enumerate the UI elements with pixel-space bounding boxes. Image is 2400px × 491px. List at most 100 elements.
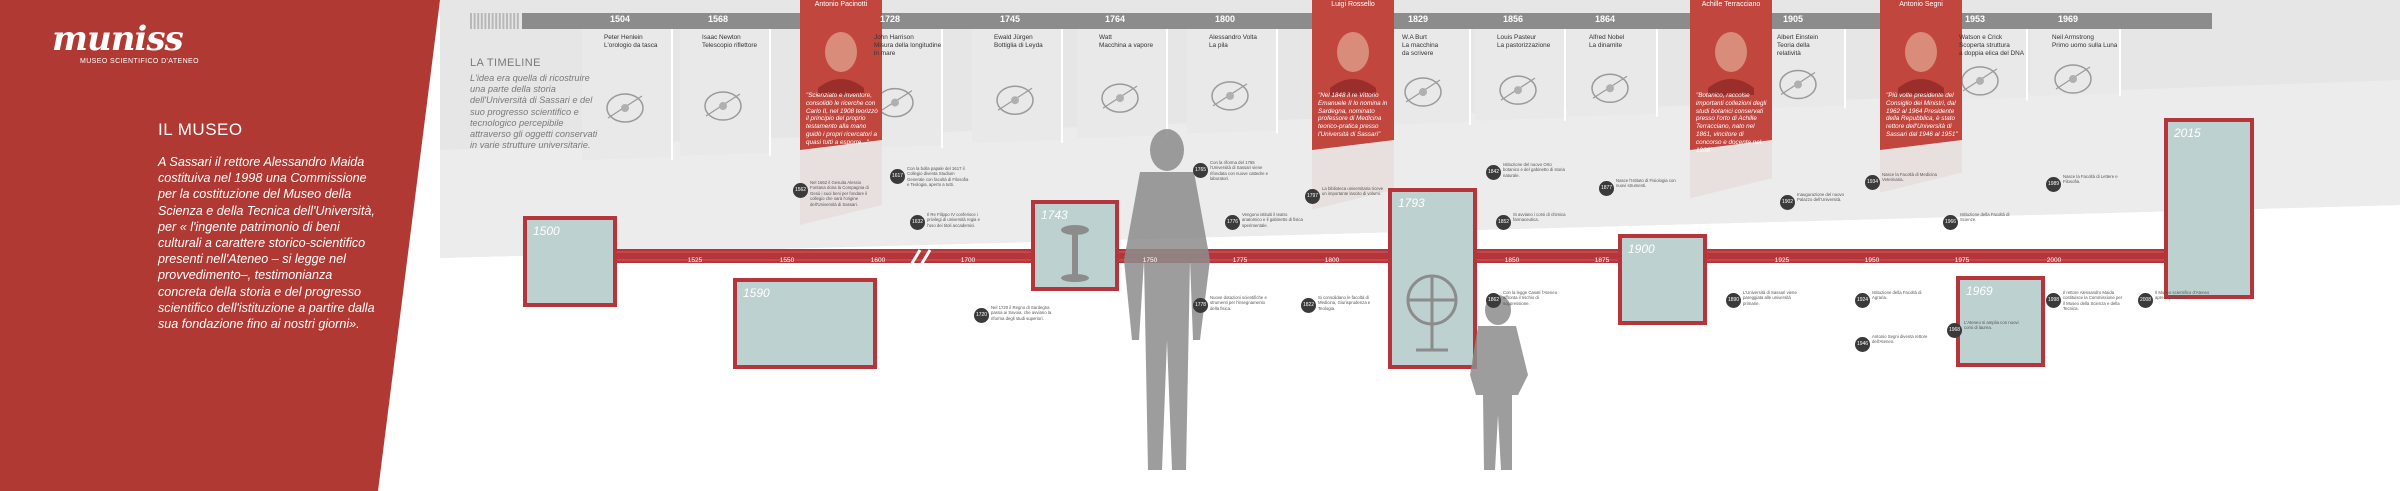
telescope-icon: [704, 91, 742, 121]
invention-year: 1864: [1594, 14, 1616, 24]
brand-subtitle: MUSEO SCIENTIFICO D'ATENEO: [80, 58, 199, 65]
milestone-year-dot[interactable]: 1765: [1193, 163, 1208, 178]
exhibit-year[interactable]: 1500: [533, 224, 560, 238]
exhibit-box[interactable]: [1618, 234, 1707, 325]
milestone-year-dot[interactable]: 1902: [1780, 195, 1795, 210]
milestone-text: Il rettore Alessandro Maida costituisce …: [2063, 290, 2123, 312]
dna-icon: [1961, 66, 1999, 96]
exhibit-year[interactable]: 1793: [1398, 196, 1425, 210]
milestone-text: Antonio Segni diventa rettore dell'Atene…: [1872, 334, 1928, 345]
milestone-year-dot[interactable]: 1989: [2046, 177, 2061, 192]
steam-engine-icon: [1101, 83, 1139, 113]
timeline-tick: 1775: [1232, 257, 1248, 264]
exhibit-year[interactable]: 1590: [743, 286, 770, 300]
invention-panel: [2030, 29, 2120, 97]
armillary-sphere-icon: [1406, 274, 1458, 352]
timeline-tick: 1800: [1324, 257, 1340, 264]
milestone-text: L'Università di Sassari viene pareggiata…: [1743, 290, 1797, 306]
milestone-year-dot[interactable]: 1797: [1305, 189, 1320, 204]
timeline-intro-text: L'idea era quella di ricostruire una par…: [470, 73, 598, 151]
exhibit-box[interactable]: [2164, 118, 2254, 299]
invention-caption: John Harrison Misura della longitudine i…: [874, 34, 942, 57]
invention-year: 1969: [2057, 14, 2079, 24]
exhibit-year[interactable]: 2015: [2174, 126, 2201, 140]
exhibit-box[interactable]: [1956, 276, 2045, 367]
milestone-year-dot[interactable]: 1720: [974, 308, 989, 323]
milestone-year-dot[interactable]: 1776: [1225, 215, 1240, 230]
invention-caption: Neil Armstrong Primo uomo sulla Luna: [2052, 34, 2118, 49]
milestone-year-dot[interactable]: 1966: [1943, 215, 1958, 230]
milestone-year-dot[interactable]: 1822: [1301, 298, 1316, 313]
milestone-text: Istituzione del nuovo Orto botanico e de…: [1503, 162, 1565, 178]
portrait-quote: "Botanico, raccolse importanti collezion…: [1696, 92, 1767, 154]
invention-caption: Isaac Newton Telescopio riflettore: [702, 34, 758, 49]
invention-caption: Watt Macchina a vapore: [1099, 34, 1153, 49]
visitor-silhouette-adult: [1124, 129, 1210, 470]
portrait-panel: [1690, 0, 1772, 199]
milestone-year-dot[interactable]: 1632: [910, 215, 925, 230]
invention-year: 1800: [1214, 14, 1236, 24]
milestone-text: Il Museo scientifico d'Ateneo apre al pu…: [2155, 290, 2210, 301]
portrait-face-icon: [818, 32, 864, 95]
petri-dish-icon: [1499, 75, 1537, 105]
exhibit-year[interactable]: 1900: [1628, 242, 1655, 256]
invention-caption: Watson e Crick Scoperta struttura a dopp…: [1959, 34, 2025, 57]
milestone-year-dot[interactable]: 1852: [1496, 215, 1511, 230]
museo-description: A Sassari il rettore Alessandro Maida co…: [158, 155, 375, 332]
invention-year: 1764: [1104, 14, 1126, 24]
timeline-tick: 1975: [1954, 257, 1970, 264]
milestone-year-dot[interactable]: 1946: [1855, 337, 1870, 352]
milestone-year-dot[interactable]: 1617: [890, 169, 905, 184]
milestone-year-dot[interactable]: 1778: [1193, 298, 1208, 313]
invention-panel: [1567, 29, 1657, 117]
portrait-panel: [1312, 0, 1394, 210]
astronaut-icon: [2054, 64, 2092, 94]
invention-panel: [1380, 29, 1470, 125]
typewriter-icon: [1404, 77, 1442, 107]
milestone-year-dot[interactable]: 1877: [1599, 181, 1614, 196]
milestone-text: Nasce l'Istituto di Fisiologia con nuovi…: [1616, 178, 1676, 189]
brand-logo[interactable]: muniss: [52, 19, 184, 59]
milestone-year-dot[interactable]: 1890: [1726, 293, 1741, 308]
exhibit-year[interactable]: 1969: [1966, 284, 1993, 298]
timeline-break: [903, 249, 922, 276]
timeline-tick: 1850: [1504, 257, 1520, 264]
milestone-year-dot[interactable]: 1934: [1865, 175, 1880, 190]
timeline-tick: 1600: [870, 257, 886, 264]
milestone-text: Nasce la Facoltà di Medicina Veterinaria…: [1882, 172, 1937, 183]
timeline-tick: 1950: [1864, 257, 1880, 264]
exhibit-box[interactable]: [733, 278, 877, 369]
portrait-quote: "Più volte presidente del Consiglio dei …: [1886, 92, 1958, 138]
invention-panel: [1475, 29, 1565, 121]
milestone-text: Con la riforma del 1765 l'Università di …: [1210, 160, 1269, 182]
milestone-year-dot[interactable]: 1998: [2046, 293, 2061, 308]
invention-caption: Alessandro Volta La pila: [1209, 34, 1257, 49]
portrait-quote: "Nel 1848 il re Vittorio Emanuele II lo …: [1318, 92, 1388, 138]
exhibit-box[interactable]: [523, 216, 617, 307]
timeline-tick: 1700: [960, 257, 976, 264]
milestone-year-dot[interactable]: 1862: [1486, 293, 1501, 308]
milestone-text: Istituzione della Facoltà di Scienze.: [1960, 212, 2010, 223]
invention-year: 1905: [1782, 14, 1804, 24]
portrait-name: Antonio Pacinotti: [814, 1, 868, 8]
milestone-year-dot[interactable]: 1968: [1947, 323, 1962, 338]
milestone-text: Nel 1720 il Regno di Sardegna passa ai S…: [991, 305, 1052, 321]
invention-year: 1728: [879, 14, 901, 24]
milestone-text: Vengono istituiti il teatro anatomico e …: [1242, 212, 1303, 228]
portrait-face-icon: [1708, 32, 1754, 95]
milestone-text: Con la bolla papale del 1617 il Collegio…: [907, 166, 969, 188]
invention-caption: Albert Einstein Teoria della relatività: [1777, 34, 1819, 57]
exhibit-year[interactable]: 1743: [1041, 208, 1068, 222]
milestone-year-dot[interactable]: 1924: [1855, 293, 1870, 308]
milestone-year-dot[interactable]: 2008: [2138, 293, 2153, 308]
milestone-year-dot[interactable]: 1562: [793, 183, 808, 198]
invention-year: 1856: [1502, 14, 1524, 24]
timeline-tick: 1875: [1594, 257, 1610, 264]
invention-caption: W.A Burt La macchina da scrivere: [1402, 34, 1439, 57]
milestone-text: La biblioteca universitaria riceve un im…: [1322, 186, 1384, 197]
milestone-year-dot[interactable]: 1842: [1486, 165, 1501, 180]
stool-object-icon: [1061, 225, 1089, 282]
brand-panel: [0, 0, 440, 491]
museo-title: IL MUSEO: [158, 120, 243, 139]
milestone-text: Il Re Filippo IV conferisce i privilegi …: [927, 212, 981, 228]
